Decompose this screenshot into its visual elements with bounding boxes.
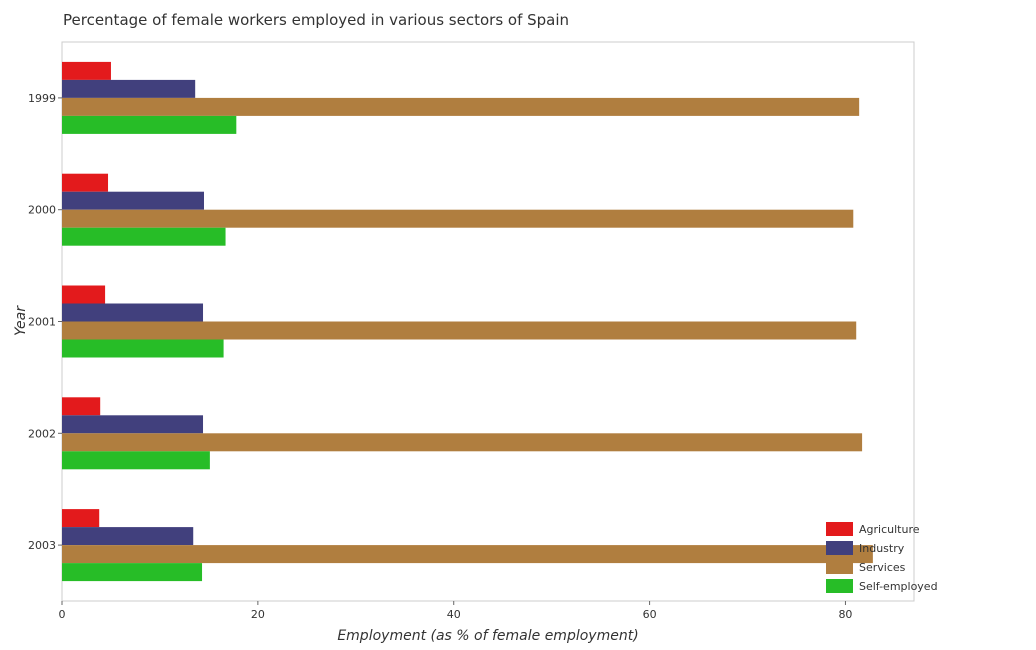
bar-self-employed-2003 [62, 563, 203, 582]
legend-label: Industry [859, 542, 905, 555]
legend: Agriculture Industry Services Self-employed [826, 522, 938, 593]
x-tick-label: 60 [643, 608, 657, 621]
bar-agriculture-2000 [62, 173, 109, 192]
bar-agriculture-1999 [62, 61, 111, 80]
y-tick-label: 2000 [28, 204, 56, 217]
bar-self-employed-2002 [62, 451, 210, 470]
x-tick-label: 40 [447, 608, 461, 621]
legend-swatch-industry [826, 541, 853, 555]
bar-industry-1999 [62, 79, 196, 98]
x-axis-label: Employment (as % of female employment) [337, 628, 638, 644]
legend-label: Self-employed [859, 580, 938, 593]
bar-agriculture-2001 [62, 285, 106, 304]
bar-self-employed-2001 [62, 339, 224, 358]
x-tick-labels: 0 20 40 60 80 [59, 601, 852, 621]
y-tick-label: 1999 [28, 92, 56, 105]
x-tick-label: 0 [59, 608, 66, 621]
x-tick-label: 20 [251, 608, 265, 621]
bar-services-2003 [62, 545, 873, 564]
bar-industry-2003 [62, 527, 194, 546]
legend-label: Agriculture [859, 523, 920, 536]
bar-self-employed-1999 [62, 115, 237, 134]
bar-self-employed-2000 [62, 227, 226, 246]
bar-services-1999 [62, 97, 860, 116]
bar-industry-2001 [62, 303, 204, 322]
chart-title: Percentage of female workers employed in… [63, 11, 569, 29]
legend-label: Services [859, 561, 906, 574]
bar-agriculture-2002 [62, 397, 101, 416]
y-tick-label: 2002 [28, 427, 56, 440]
y-tick-label: 2001 [28, 316, 56, 329]
legend-swatch-agriculture [826, 522, 853, 536]
x-tick-label: 80 [838, 608, 852, 621]
bar-services-2002 [62, 433, 863, 452]
bar-industry-2000 [62, 191, 204, 210]
y-tick-labels: 1999 2000 2001 2002 2003 [28, 92, 62, 552]
bars-layer [62, 61, 873, 582]
bar-services-2000 [62, 209, 854, 228]
legend-swatch-self-employed [826, 579, 853, 593]
y-tick-label: 2003 [28, 539, 56, 552]
y-axis-label: Year [13, 305, 29, 336]
bar-services-2001 [62, 321, 857, 340]
bar-agriculture-2003 [62, 509, 100, 528]
legend-swatch-services [826, 560, 853, 574]
bar-industry-2002 [62, 415, 204, 434]
